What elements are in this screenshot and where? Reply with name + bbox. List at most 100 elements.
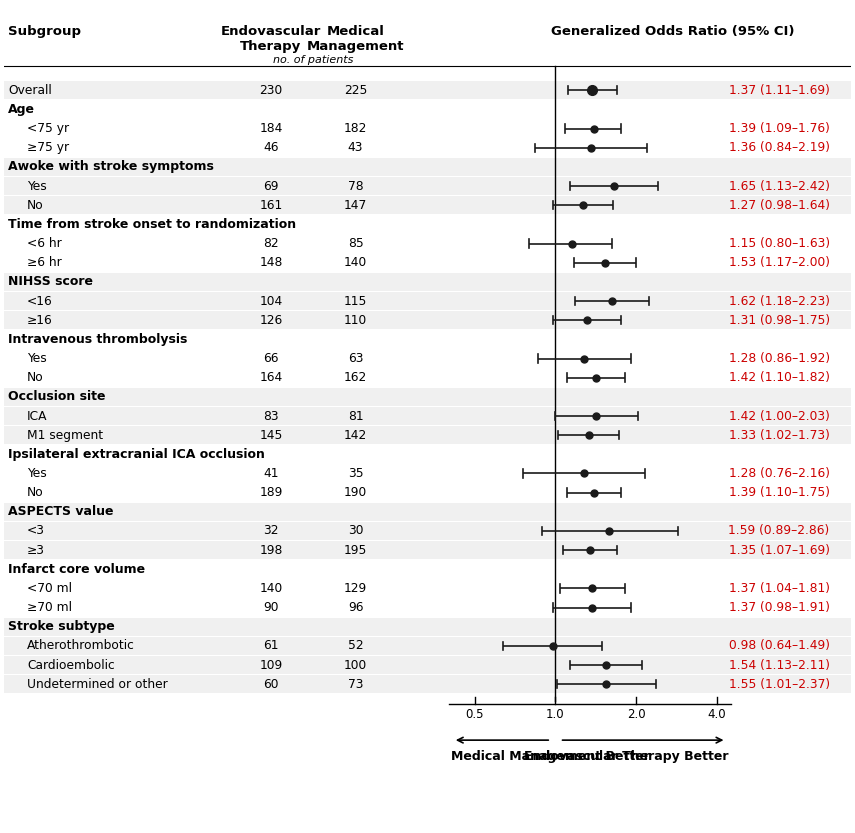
Text: <3: <3 xyxy=(27,525,45,537)
Text: 96: 96 xyxy=(348,601,363,614)
Text: Ipsilateral extracranial ICA occlusion: Ipsilateral extracranial ICA occlusion xyxy=(9,448,265,461)
Text: 1.33 (1.02–1.73): 1.33 (1.02–1.73) xyxy=(728,429,829,441)
Text: 184: 184 xyxy=(259,122,282,135)
Text: <6 hr: <6 hr xyxy=(27,237,62,250)
Text: No: No xyxy=(27,199,44,212)
FancyBboxPatch shape xyxy=(4,426,851,444)
Text: 195: 195 xyxy=(344,544,367,556)
Text: Time from stroke onset to randomization: Time from stroke onset to randomization xyxy=(9,218,297,231)
Text: Generalized Odds Ratio (95% CI): Generalized Odds Ratio (95% CI) xyxy=(551,25,795,37)
Text: Atherothrombotic: Atherothrombotic xyxy=(27,640,135,652)
Text: 162: 162 xyxy=(344,372,367,384)
Text: 182: 182 xyxy=(344,122,367,135)
FancyBboxPatch shape xyxy=(4,196,851,214)
Text: 190: 190 xyxy=(344,486,367,499)
Text: 1.36 (0.84–2.19): 1.36 (0.84–2.19) xyxy=(728,142,829,154)
Text: Intravenous thrombolysis: Intravenous thrombolysis xyxy=(9,333,188,346)
Text: 1.42 (1.10–1.82): 1.42 (1.10–1.82) xyxy=(728,372,829,384)
Text: 147: 147 xyxy=(344,199,367,212)
Text: ≥75 yr: ≥75 yr xyxy=(27,142,69,154)
Text: 1.37 (0.98–1.91): 1.37 (0.98–1.91) xyxy=(728,601,829,614)
Text: 198: 198 xyxy=(259,544,282,556)
Text: 83: 83 xyxy=(263,410,279,422)
Text: Age: Age xyxy=(9,103,35,116)
Text: Overall: Overall xyxy=(9,84,52,97)
Text: Cardioembolic: Cardioembolic xyxy=(27,659,115,671)
Text: 1.28 (0.76–2.16): 1.28 (0.76–2.16) xyxy=(728,467,829,480)
Text: 1.28 (0.86–1.92): 1.28 (0.86–1.92) xyxy=(728,352,829,365)
Text: ≥3: ≥3 xyxy=(27,544,45,556)
Text: 30: 30 xyxy=(348,525,363,537)
FancyBboxPatch shape xyxy=(4,387,851,406)
Text: 140: 140 xyxy=(344,257,367,269)
Text: Medical
Management: Medical Management xyxy=(307,25,404,52)
Text: 129: 129 xyxy=(344,582,367,595)
Text: 85: 85 xyxy=(348,237,363,250)
Text: 60: 60 xyxy=(263,678,279,691)
FancyBboxPatch shape xyxy=(4,636,851,655)
Text: 66: 66 xyxy=(263,352,279,365)
Text: 46: 46 xyxy=(263,142,279,154)
FancyBboxPatch shape xyxy=(4,177,851,195)
Text: 69: 69 xyxy=(263,180,279,192)
Text: 1.37 (1.04–1.81): 1.37 (1.04–1.81) xyxy=(728,582,829,595)
Text: 142: 142 xyxy=(344,429,367,441)
FancyBboxPatch shape xyxy=(4,407,851,425)
Text: 78: 78 xyxy=(348,180,363,192)
FancyBboxPatch shape xyxy=(4,502,851,521)
Text: ≥70 ml: ≥70 ml xyxy=(27,601,72,614)
Text: 1.55 (1.01–2.37): 1.55 (1.01–2.37) xyxy=(728,678,829,691)
Text: 104: 104 xyxy=(259,295,282,307)
Text: 2.0: 2.0 xyxy=(627,708,646,721)
Text: 1.53 (1.17–2.00): 1.53 (1.17–2.00) xyxy=(728,257,829,269)
Text: 1.35 (1.07–1.69): 1.35 (1.07–1.69) xyxy=(728,544,829,556)
Text: Endovascular Therapy Better: Endovascular Therapy Better xyxy=(523,750,728,763)
FancyBboxPatch shape xyxy=(4,272,851,291)
Text: Yes: Yes xyxy=(27,467,47,480)
Text: 1.62 (1.18–2.23): 1.62 (1.18–2.23) xyxy=(728,295,829,307)
Text: 63: 63 xyxy=(348,352,363,365)
Text: <70 ml: <70 ml xyxy=(27,582,72,595)
Text: 189: 189 xyxy=(259,486,282,499)
Text: 1.37 (1.11–1.69): 1.37 (1.11–1.69) xyxy=(728,84,829,97)
Text: 1.65 (1.13–2.42): 1.65 (1.13–2.42) xyxy=(728,180,829,192)
Text: 41: 41 xyxy=(263,467,279,480)
Text: No: No xyxy=(27,372,44,384)
Text: 90: 90 xyxy=(263,601,279,614)
Text: 82: 82 xyxy=(263,237,279,250)
Text: ≥6 hr: ≥6 hr xyxy=(27,257,62,269)
Text: Awoke with stroke symptoms: Awoke with stroke symptoms xyxy=(9,161,215,173)
Text: No: No xyxy=(27,486,44,499)
FancyBboxPatch shape xyxy=(4,311,851,329)
Text: Stroke subtype: Stroke subtype xyxy=(9,621,115,633)
Text: Infarct core volume: Infarct core volume xyxy=(9,563,145,576)
Text: ≥16: ≥16 xyxy=(27,314,53,327)
Text: 1.39 (1.09–1.76): 1.39 (1.09–1.76) xyxy=(728,122,829,135)
Text: Undetermined or other: Undetermined or other xyxy=(27,678,168,691)
FancyBboxPatch shape xyxy=(4,675,851,693)
Text: 145: 145 xyxy=(259,429,282,441)
Text: 61: 61 xyxy=(263,640,279,652)
Text: Endovascular
Therapy: Endovascular Therapy xyxy=(221,25,321,52)
Text: 164: 164 xyxy=(259,372,282,384)
Text: Occlusion site: Occlusion site xyxy=(9,391,106,403)
Text: 1.31 (0.98–1.75): 1.31 (0.98–1.75) xyxy=(728,314,829,327)
Text: 100: 100 xyxy=(344,659,367,671)
Text: 0.5: 0.5 xyxy=(465,708,484,721)
Text: ASPECTS value: ASPECTS value xyxy=(9,506,114,518)
Text: 4.0: 4.0 xyxy=(708,708,726,721)
Text: ICA: ICA xyxy=(27,410,48,422)
Text: 52: 52 xyxy=(348,640,363,652)
Text: 1.59 (0.89–2.86): 1.59 (0.89–2.86) xyxy=(728,525,829,537)
Text: NIHSS score: NIHSS score xyxy=(9,276,93,288)
Text: 1.27 (0.98–1.64): 1.27 (0.98–1.64) xyxy=(728,199,829,212)
Text: 148: 148 xyxy=(259,257,282,269)
Text: Subgroup: Subgroup xyxy=(9,25,81,37)
Text: 81: 81 xyxy=(348,410,363,422)
Text: 140: 140 xyxy=(259,582,282,595)
Text: 32: 32 xyxy=(263,525,279,537)
Text: 73: 73 xyxy=(348,678,363,691)
FancyBboxPatch shape xyxy=(4,81,851,99)
Text: 1.42 (1.00–2.03): 1.42 (1.00–2.03) xyxy=(728,410,829,422)
FancyBboxPatch shape xyxy=(4,617,851,636)
